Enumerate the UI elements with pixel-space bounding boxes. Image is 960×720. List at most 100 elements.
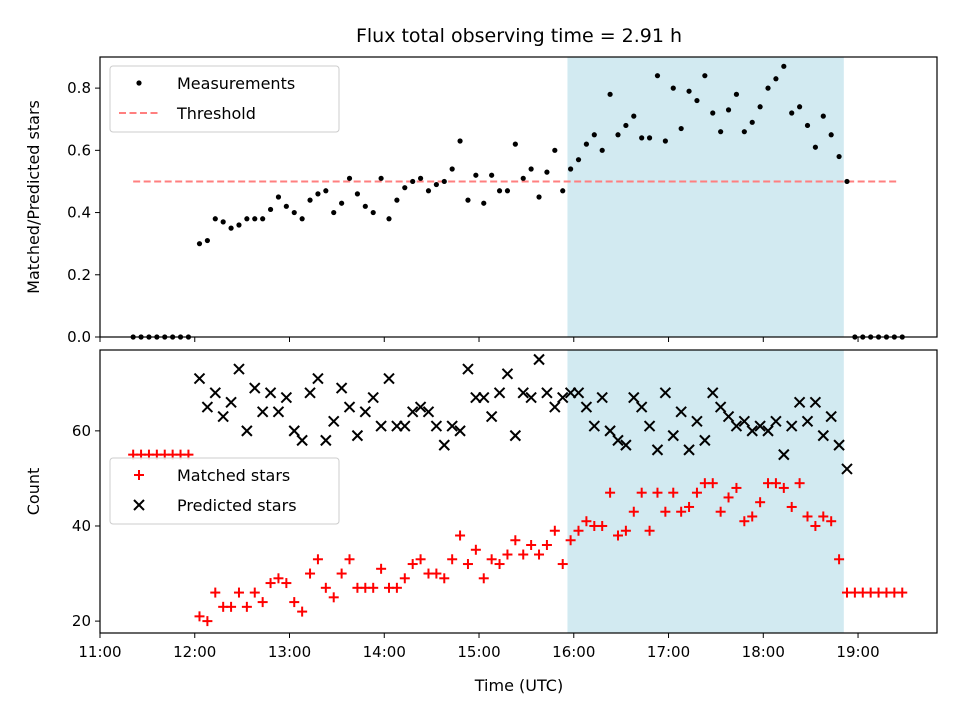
- predicted-star-marker: [675, 406, 687, 418]
- matched-star-marker: [249, 587, 260, 598]
- predicted-star-marker: [501, 368, 514, 380]
- matched-star-marker: [605, 487, 616, 498]
- matched-star-marker: [273, 573, 284, 584]
- predicted-star-marker: [659, 387, 672, 399]
- predicted-star-marker: [193, 372, 206, 385]
- matched-star-marker: [194, 611, 205, 622]
- matched-star-marker: [478, 573, 489, 584]
- measurement-point: [710, 110, 716, 116]
- measurement-point: [291, 209, 297, 216]
- matched-star-marker: [297, 606, 308, 617]
- predicted-star-marker: [351, 429, 364, 442]
- matched-star-marker: [312, 554, 323, 565]
- measurement-point: [836, 153, 842, 160]
- matched-star-marker: [226, 601, 237, 612]
- predicted-star-marker: [272, 406, 285, 418]
- matched-star-marker: [431, 568, 442, 579]
- matched-star-marker: [747, 511, 758, 522]
- legend-box: [109, 65, 340, 133]
- legend-label: Threshold: [176, 104, 256, 123]
- predicted-star-marker: [517, 387, 529, 399]
- matched-star-marker: [597, 520, 608, 531]
- measurement-point: [339, 200, 345, 206]
- measurement-point: [741, 129, 747, 135]
- measurement-point: [449, 166, 455, 172]
- legend-label: Matched stars: [177, 466, 290, 485]
- predicted-star-marker: [296, 434, 308, 447]
- measurement-point: [402, 185, 408, 191]
- matched-star-marker: [770, 478, 781, 489]
- predicted-star-marker: [778, 448, 790, 461]
- matched-star-marker: [739, 516, 750, 527]
- matched-star-marker: [281, 578, 292, 589]
- matched-star-marker: [502, 549, 513, 560]
- predicted-star-marker: [209, 387, 221, 399]
- measurement-point: [804, 122, 811, 129]
- y-tick-label: 40: [72, 517, 91, 535]
- predicted-star-marker: [328, 415, 340, 428]
- predicted-star-marker: [264, 387, 277, 399]
- x-tick-label: 13:00: [268, 643, 311, 661]
- predicted-star-marker: [406, 406, 419, 418]
- predicted-star-marker: [643, 420, 656, 432]
- measurement-point: [773, 76, 779, 82]
- legend: Measurements Threshold: [109, 65, 340, 133]
- predicted-star-marker: [280, 391, 293, 404]
- measurement-point: [528, 166, 534, 172]
- predicted-star-marker: [596, 391, 608, 404]
- measurement-point: [196, 241, 203, 247]
- measurement-point: [331, 209, 337, 216]
- matched-star-marker: [233, 587, 244, 598]
- matched-star-marker: [810, 520, 821, 531]
- predicted-star-marker: [438, 439, 450, 451]
- predicted-star-marker: [225, 396, 237, 409]
- predicted-star-marker: [817, 429, 830, 442]
- measurement-point: [583, 141, 590, 147]
- predicted-star-marker: [304, 387, 316, 399]
- matched-star-marker: [289, 597, 300, 608]
- x-tick-label: 12:00: [173, 643, 216, 661]
- measurement-point: [615, 132, 621, 138]
- predicted-star-marker: [635, 401, 648, 413]
- predicted-star-marker: [549, 401, 561, 413]
- measurement-point: [686, 88, 692, 94]
- y-tick-label: 20: [72, 612, 91, 630]
- measurement-point: [457, 138, 463, 144]
- matched-star-marker: [399, 573, 410, 584]
- predicted-star-marker: [430, 420, 443, 432]
- y-tick-label: 60: [72, 422, 91, 440]
- predicted-star-marker: [572, 387, 585, 399]
- measurement-point: [315, 191, 321, 197]
- measurement-point: [765, 85, 771, 91]
- measurement-point: [394, 197, 400, 203]
- legend-box: [109, 457, 340, 525]
- measurement-point: [378, 175, 384, 181]
- predicted-star-marker: [541, 387, 553, 399]
- measurement-point: [654, 73, 661, 79]
- predicted-star-marker: [746, 425, 758, 437]
- predicted-star-marker: [604, 425, 616, 437]
- matched-star-marker: [818, 511, 829, 522]
- matched-star-marker: [305, 568, 316, 579]
- measurement-point: [220, 219, 226, 225]
- measurement-point: [417, 175, 424, 181]
- matched-star-marker: [241, 601, 252, 612]
- plot-frame: [99, 349, 938, 634]
- matched-star-marker: [628, 506, 639, 517]
- predicted-star-marker: [256, 406, 269, 418]
- predicted-star-marker: [343, 401, 356, 413]
- x-tick-label: 15:00: [457, 643, 500, 661]
- measurement-point: [623, 122, 629, 129]
- measurement-point: [757, 104, 763, 110]
- measurement-point: [820, 113, 826, 119]
- matched-star-marker: [518, 549, 529, 560]
- matched-star-marker: [644, 525, 655, 536]
- predicted-star-marker: [754, 420, 766, 432]
- measurement-point: [552, 147, 558, 153]
- predicted-star-marker: [217, 410, 229, 423]
- predicted-star-marker: [288, 425, 300, 437]
- matched-star-marker: [668, 487, 679, 498]
- measurement-point: [781, 63, 787, 69]
- measurement-point: [370, 209, 376, 216]
- measurement-point: [252, 216, 258, 222]
